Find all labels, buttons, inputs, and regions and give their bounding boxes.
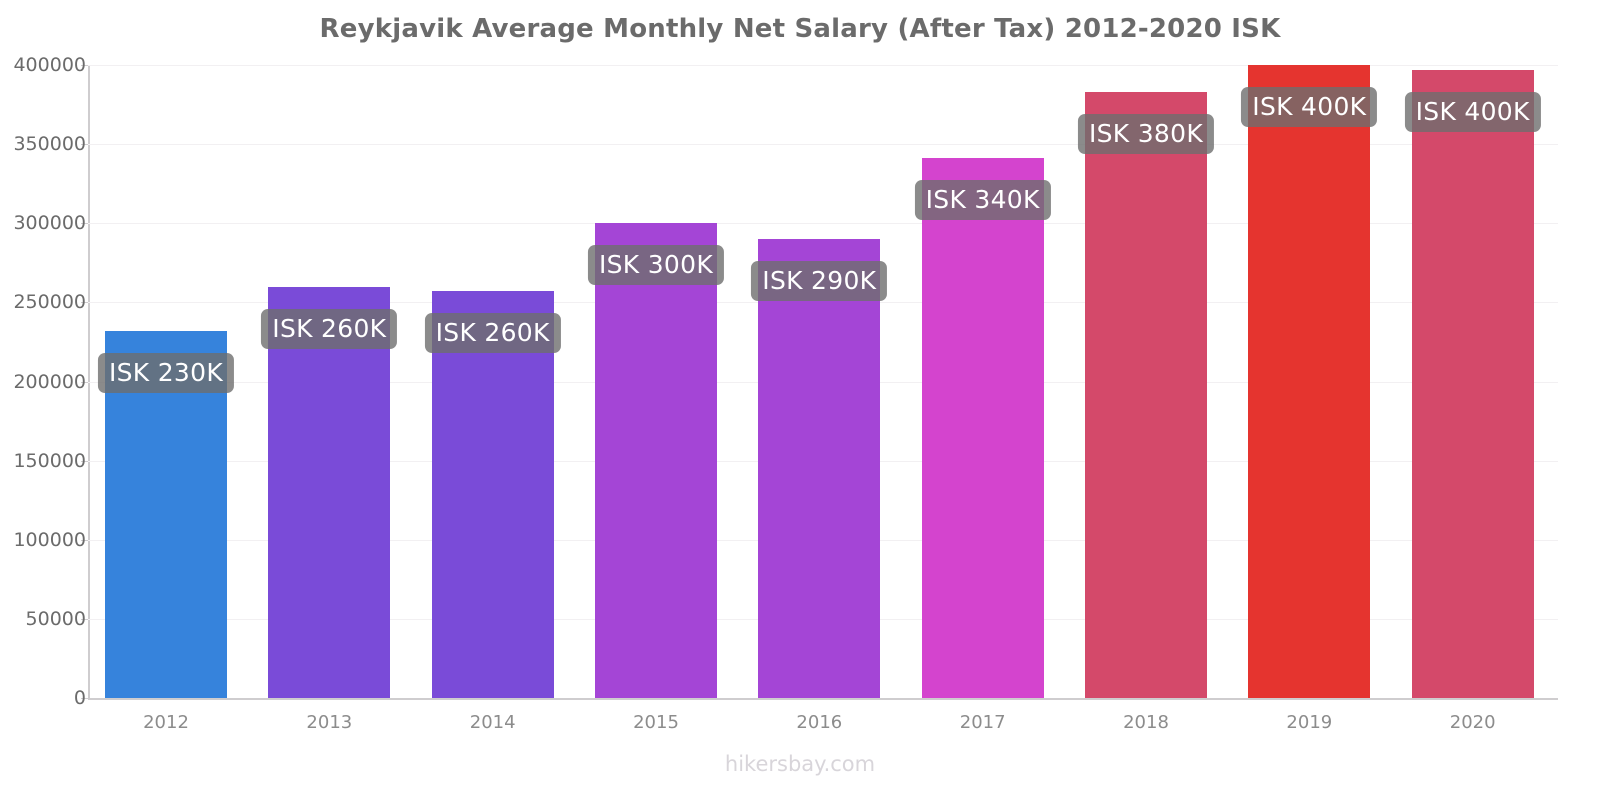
chart-title: Reykjavik Average Monthly Net Salary (Af… bbox=[319, 14, 1281, 44]
bar-value-label-2014: ISK 260K bbox=[424, 313, 561, 354]
bar-rect-2016[interactable] bbox=[758, 239, 881, 698]
y-tick-mark-100000 bbox=[81, 539, 88, 541]
y-axis-label-300000: 300000 bbox=[13, 212, 86, 235]
y-axis-label-400000: 400000 bbox=[13, 54, 86, 76]
y-tick-mark-50000 bbox=[81, 618, 88, 620]
y-axis-label-100000: 100000 bbox=[13, 528, 86, 551]
gridline-400000 bbox=[88, 65, 1558, 66]
y-axis-label-150000: 150000 bbox=[13, 449, 86, 472]
bar-2019[interactable]: ISK 400K bbox=[1241, 65, 1378, 698]
x-axis-label-2014: 2014 bbox=[469, 712, 516, 733]
x-axis-label-2018: 2018 bbox=[1123, 712, 1169, 733]
y-tick-mark-200000 bbox=[81, 381, 88, 383]
x-axis-label-2012: 2012 bbox=[143, 712, 189, 733]
bar-rect-2018[interactable] bbox=[1085, 91, 1207, 698]
x-axis-label-2015: 2015 bbox=[633, 712, 679, 733]
bar-value-label-2020: ISK 400K bbox=[1404, 91, 1541, 132]
bar-rect-2020[interactable] bbox=[1411, 69, 1534, 698]
bar-2012[interactable]: ISK 230K bbox=[97, 65, 235, 698]
bar-2020[interactable]: ISK 400K bbox=[1404, 65, 1541, 698]
plot-area: ISK 230K ISK 260K ISK 260K ISK 300K ISK 290K… bbox=[81, 65, 1558, 700]
bar-rect-2013[interactable] bbox=[268, 286, 391, 698]
bar-2016[interactable]: ISK 290K bbox=[751, 65, 888, 698]
x-axis-label-2017: 2017 bbox=[959, 712, 1006, 733]
gridline-350000 bbox=[88, 144, 1558, 146]
x-axis-label-2013: 2013 bbox=[306, 712, 353, 733]
bar-rect-2015[interactable] bbox=[595, 223, 717, 698]
y-tick-mark-300000 bbox=[81, 223, 88, 225]
y-tick-mark-250000 bbox=[81, 302, 88, 304]
bar-value-label-2019: ISK 400K bbox=[1241, 87, 1378, 127]
y-tick-mark-0 bbox=[81, 698, 88, 699]
watermark: hikersbay.com bbox=[724, 752, 876, 776]
bar-value-label-2012: ISK 230K bbox=[97, 352, 235, 393]
x-axis-label-2020: 2020 bbox=[1449, 712, 1496, 733]
y-tick-mark-150000 bbox=[81, 460, 88, 462]
bar-2014[interactable]: ISK 260K bbox=[424, 65, 561, 698]
y-axis-label-0: 0 bbox=[73, 687, 86, 709]
bar-rect-2017[interactable] bbox=[921, 158, 1044, 698]
bar-2017[interactable]: ISK 340K bbox=[914, 65, 1051, 698]
y-axis-label-200000: 200000 bbox=[13, 370, 86, 393]
bar-value-label-2015: ISK 300K bbox=[587, 245, 725, 286]
y-axis-label-350000: 350000 bbox=[13, 133, 86, 156]
bar-value-label-2013: ISK 260K bbox=[261, 308, 398, 349]
y-axis-label-250000: 250000 bbox=[13, 291, 86, 314]
y-tick-mark-350000 bbox=[81, 144, 88, 146]
x-axis-label-2019: 2019 bbox=[1286, 712, 1333, 733]
gridline-300000 bbox=[88, 223, 1558, 225]
bar-2015[interactable]: ISK 300K bbox=[587, 65, 725, 698]
bar-rect-2014[interactable] bbox=[431, 291, 554, 698]
bar-value-label-2017: ISK 340K bbox=[914, 180, 1051, 221]
gridline-0 bbox=[88, 698, 1558, 700]
bar-value-label-2016: ISK 290K bbox=[751, 261, 888, 302]
bar-rect-2019[interactable] bbox=[1248, 65, 1371, 698]
x-axis-label-2016: 2016 bbox=[796, 712, 843, 733]
y-tick-mark-400000 bbox=[81, 65, 88, 66]
bar-2013[interactable]: ISK 260K bbox=[261, 65, 398, 698]
y-axis-label-50000: 50000 bbox=[25, 607, 86, 630]
bar-2018[interactable]: ISK 380K bbox=[1077, 65, 1215, 698]
bar-value-label-2018: ISK 380K bbox=[1077, 113, 1215, 154]
